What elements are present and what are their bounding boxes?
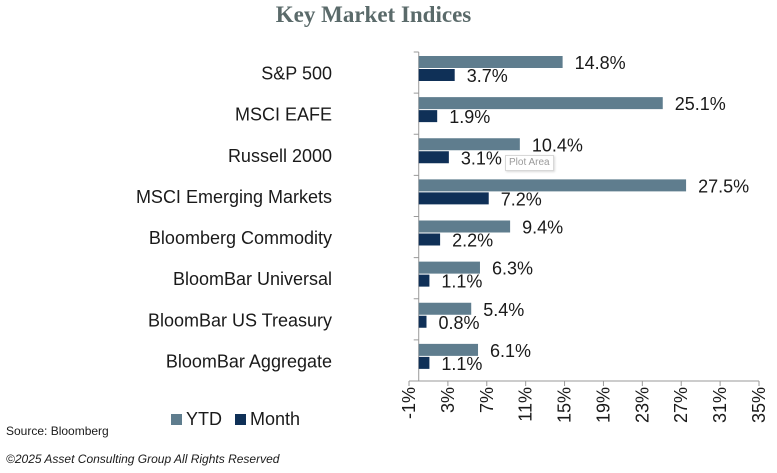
ytd-data-label: 9.4%: [522, 218, 563, 238]
month-bar[interactable]: [418, 233, 441, 246]
month-data-label: 2.2%: [452, 231, 493, 251]
category-label: MSCI Emerging Markets: [136, 187, 332, 207]
ytd-bar[interactable]: [418, 138, 520, 151]
ytd-data-label: 6.3%: [492, 259, 533, 279]
month-data-label: 1.9%: [449, 107, 490, 127]
month-bar[interactable]: [418, 151, 449, 164]
month-data-label: 1.1%: [441, 354, 482, 374]
ytd-bar[interactable]: [418, 56, 563, 68]
x-tick-label: 31%: [710, 387, 730, 423]
x-tick-label: 11%: [516, 387, 536, 422]
legend-swatch-month[interactable]: [235, 414, 246, 425]
x-tick-label: -1%: [399, 387, 419, 419]
x-tick-label: 27%: [671, 387, 691, 423]
month-bar[interactable]: [418, 110, 438, 123]
ytd-bar[interactable]: [418, 220, 511, 233]
category-label: BloomBar Universal: [173, 269, 332, 289]
chart-title: Key Market Indices: [275, 2, 472, 27]
month-data-label: 1.1%: [441, 272, 482, 292]
category-label: S&P 500: [261, 64, 332, 84]
ytd-bar[interactable]: [418, 97, 663, 110]
x-tick-label: 35%: [749, 387, 769, 423]
plot-area-tooltip: Plot Area: [505, 155, 554, 171]
ytd-data-label: 14.8%: [575, 53, 626, 73]
ytd-data-label: 5.4%: [483, 300, 524, 320]
category-label: Bloomberg Commodity: [149, 228, 332, 248]
ytd-bar[interactable]: [418, 343, 479, 356]
x-tick-label: 15%: [555, 387, 575, 423]
ytd-data-label: 10.4%: [532, 135, 583, 155]
x-tick-label: 7%: [477, 387, 497, 413]
month-bar[interactable]: [418, 274, 430, 287]
copyright-note: ©2025 Asset Consulting Group All Rights …: [6, 452, 280, 466]
month-data-label: 3.1%: [461, 148, 502, 168]
category-label: Russell 2000: [228, 146, 332, 166]
x-tick-label: 3%: [438, 387, 458, 413]
month-data-label: 3.7%: [467, 66, 508, 86]
month-data-label: 7.2%: [501, 189, 542, 209]
source-note: Source: Bloomberg: [6, 424, 109, 438]
ytd-data-label: 25.1%: [675, 94, 726, 114]
x-tick-label: 19%: [593, 387, 613, 423]
month-bar[interactable]: [418, 315, 427, 328]
ytd-bar[interactable]: [418, 302, 472, 315]
ytd-data-label: 6.1%: [490, 341, 531, 361]
month-bar[interactable]: [418, 356, 430, 369]
category-label: BloomBar US Treasury: [148, 310, 332, 330]
ytd-bar[interactable]: [418, 261, 480, 274]
x-tick-label: 23%: [632, 387, 652, 423]
legend-label-month[interactable]: Month: [250, 409, 300, 429]
category-label: BloomBar Aggregate: [166, 351, 332, 371]
month-data-label: 0.8%: [439, 313, 480, 333]
month-bar[interactable]: [418, 69, 455, 81]
month-bar[interactable]: [418, 192, 489, 205]
legend-label-ytd[interactable]: YTD: [186, 409, 222, 429]
category-label: MSCI EAFE: [235, 105, 332, 125]
ytd-data-label: 27.5%: [698, 176, 749, 196]
legend-swatch-ytd[interactable]: [171, 414, 182, 425]
ytd-bar[interactable]: [418, 179, 687, 192]
